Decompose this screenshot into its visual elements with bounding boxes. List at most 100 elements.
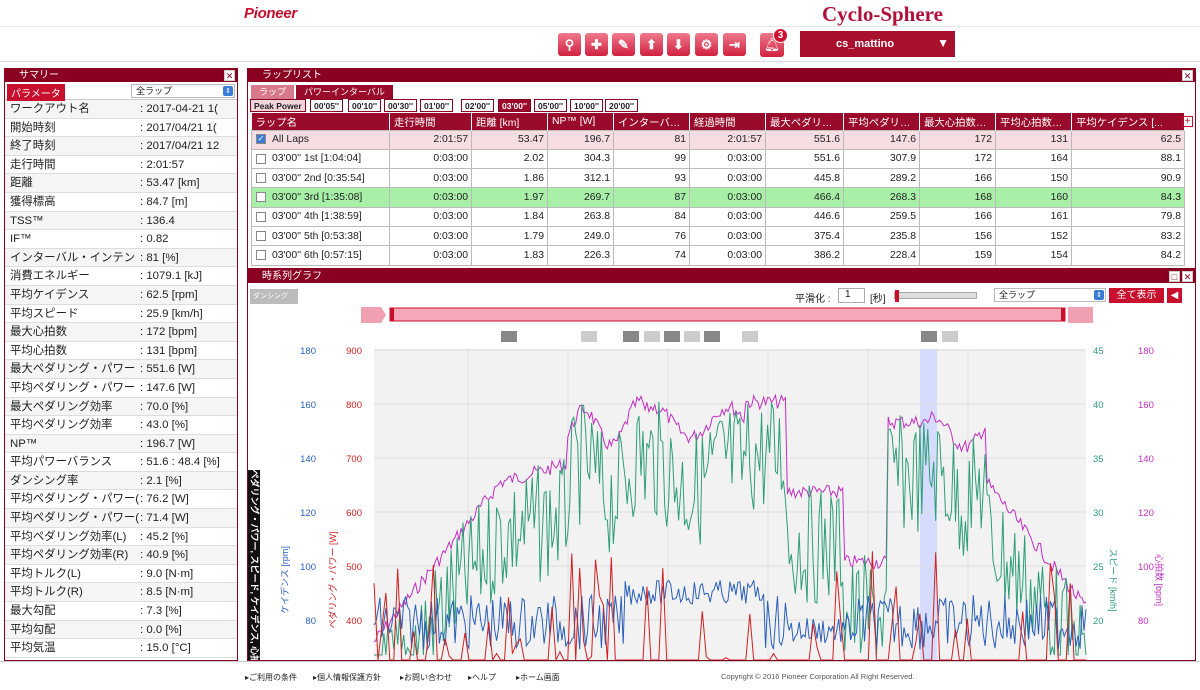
footer-link-privacy[interactable]: ▸個人情報保護方針: [313, 673, 382, 682]
axis-tick: 80: [1138, 616, 1149, 627]
summary-value: : 2.1 [%]: [140, 474, 182, 487]
tab-power-interval[interactable]: パワーインターバル: [296, 85, 393, 99]
summary-value: : 136.4: [140, 214, 175, 227]
column-header[interactable]: ラップ名: [251, 113, 390, 130]
summary-key: 距離: [10, 177, 33, 190]
close-icon[interactable]: ✕: [224, 70, 235, 81]
add-icon[interactable]: ✚: [585, 33, 608, 56]
row-checkbox[interactable]: [256, 172, 266, 183]
summary-value: : 2:01:57: [140, 158, 185, 171]
peak-tab[interactable]: 01'00'': [420, 99, 453, 112]
lap-marker: [704, 331, 720, 342]
lap-name: 03'00'' 3rd [1:35:08]: [272, 192, 363, 204]
column-header[interactable]: NP™ [W]: [547, 113, 614, 130]
lap-name: 03'00'' 6th [0:57:15]: [272, 249, 362, 261]
row-checkbox[interactable]: [256, 230, 266, 241]
table-cell: 131: [995, 129, 1072, 150]
peak-tab[interactable]: 03'00'': [498, 99, 531, 112]
back-arrow-icon[interactable]: ◀: [1167, 288, 1182, 303]
column-header[interactable]: 走行時間: [389, 113, 472, 130]
summary-lap-select[interactable]: 全ラップ ⇕: [131, 84, 235, 98]
param-label: パラメータ: [7, 84, 65, 101]
table-cell: 83.2: [1071, 225, 1185, 247]
smooth-slider[interactable]: [894, 290, 977, 302]
row-checkbox[interactable]: [256, 211, 266, 222]
peak-tab[interactable]: 00'05'': [310, 99, 343, 112]
table-row[interactable]: 03'00'' 1st [1:04:04] 0:03:00 2.02 304.3 99 0…: [251, 148, 1185, 170]
lap-marker: [644, 331, 660, 342]
table-cell: 259.5: [843, 206, 920, 227]
upload-icon[interactable]: ⬆: [640, 33, 663, 56]
footer-link-contact[interactable]: ▸お問い合わせ: [400, 673, 453, 682]
axis-tick: 100: [1138, 562, 1154, 573]
column-header[interactable]: 最大心拍数…: [919, 113, 996, 130]
lap-marker: [623, 331, 639, 342]
peak-tab[interactable]: 00'10'': [348, 99, 381, 112]
summary-key: 最大ペダリング・パワー: [10, 363, 136, 376]
column-header[interactable]: 平均ケイデンス [...: [1071, 113, 1185, 130]
row-checkbox[interactable]: [256, 250, 266, 261]
footer-link-help[interactable]: ▸ヘルプ: [468, 673, 497, 682]
graph-lap-select[interactable]: 全ラップ ⇕: [994, 288, 1106, 302]
app-header: Pioneer Cyclo-Sphere ⚲ ✚ ✎ ⬆ ⬇ ⚙ ⇥ 🔔︎ 3 …: [0, 0, 1200, 62]
dancing-toggle[interactable]: ダンシング: [250, 289, 298, 304]
table-cell: 84.2: [1071, 245, 1185, 266]
table-cell: 269.7: [547, 187, 614, 208]
summary-key: 平均スピード: [10, 307, 79, 320]
column-header[interactable]: 距離 [km]: [471, 113, 548, 130]
column-header[interactable]: 経過時間: [689, 113, 766, 130]
column-header[interactable]: 最大ペダリ…: [765, 113, 844, 130]
peak-tab[interactable]: 05'00'': [534, 99, 567, 112]
summary-value: : 70.0 [%]: [140, 400, 189, 413]
summary-key: 平均ペダリング・パワー: [10, 381, 136, 394]
table-row[interactable]: 03'00'' 6th [0:57:15] 0:03:00 1.83 226.3 74 0…: [251, 245, 1185, 266]
lap-marker: [581, 331, 597, 342]
add-column-icon[interactable]: +: [1182, 116, 1193, 127]
table-cell: 196.7: [547, 129, 614, 150]
row-checkbox[interactable]: [256, 192, 266, 203]
table-cell: 03'00'' 3rd [1:35:08]: [251, 187, 390, 208]
table-cell: 0:03:00: [689, 187, 766, 208]
smooth-input[interactable]: 1: [838, 288, 865, 303]
table-row[interactable]: 03'00'' 3rd [1:35:08] 0:03:00 1.97 269.7 87 0…: [251, 187, 1185, 208]
summary-key: 開始時刻: [10, 121, 56, 134]
table-row[interactable]: 03'00'' 5th [0:53:38] 0:03:00 1.79 249.0 76 0…: [251, 225, 1185, 247]
peak-tab[interactable]: 00'30'': [384, 99, 417, 112]
table-row[interactable]: 03'00'' 4th [1:38:59] 0:03:00 1.84 263.8 84 0…: [251, 206, 1185, 227]
footer-link-home[interactable]: ▸ホーム画面: [516, 673, 560, 682]
close-icon[interactable]: ✕: [1182, 271, 1193, 282]
summary-row: 平均勾配: 0.0 [%]: [5, 620, 237, 640]
table-row[interactable]: 03'00'' 2nd [0:35:54] 0:03:00 1.86 312.1 93 0…: [251, 168, 1185, 189]
peak-tab[interactable]: 10'00'': [570, 99, 603, 112]
gear-icon[interactable]: ⚙: [695, 33, 718, 56]
column-header[interactable]: インターバ…: [613, 113, 690, 130]
logout-icon[interactable]: ⇥: [723, 33, 746, 56]
peak-tab[interactable]: 02'00'': [461, 99, 494, 112]
column-header[interactable]: 平均心拍数…: [995, 113, 1072, 130]
edit-icon[interactable]: ✎: [612, 33, 635, 56]
close-icon[interactable]: ✕: [1182, 70, 1193, 81]
axis-tick: 400: [346, 616, 362, 627]
summary-row: 最大ペダリング効率: 70.0 [%]: [5, 397, 237, 417]
row-checkbox[interactable]: [256, 153, 266, 164]
timeseries-chart[interactable]: 180 160 140 120 100 80 900 800 700 600 500 400 45 40 3…: [248, 305, 1195, 660]
table-cell: 0:03:00: [389, 148, 472, 170]
summary-value: : 81 [%]: [140, 251, 179, 264]
smooth-slider-handle[interactable]: [895, 290, 899, 302]
download-icon[interactable]: ⬇: [667, 33, 690, 56]
footer-link-terms[interactable]: ▸ご利用の条件: [245, 673, 298, 682]
user-menu[interactable]: cs_mattino ▼: [800, 31, 955, 57]
table-row[interactable]: ✓ All Laps 2:01:57 53.47 196.7 81 2:01:57 551.6…: [251, 129, 1185, 150]
row-checkbox[interactable]: ✓: [256, 134, 266, 145]
bike-icon[interactable]: ⚲: [558, 33, 581, 56]
show-all-button[interactable]: 全て表示: [1109, 288, 1164, 303]
summary-row: 平均トルク(L): 9.0 [N·m]: [5, 565, 237, 584]
maximize-icon[interactable]: □: [1169, 271, 1180, 282]
column-header[interactable]: 平均ペダリ…: [843, 113, 920, 130]
summary-value: : 2017-04-21 1(: [140, 103, 218, 115]
lap-marker: [684, 331, 700, 342]
tab-lap[interactable]: ラップ: [251, 85, 295, 99]
vertical-tab[interactable]: ペダリング・パワー, スピード, ケイデンス, 心拍数: [248, 470, 260, 660]
peak-tab[interactable]: 20'00'': [605, 99, 638, 112]
summary-row: 距離: 53.47 [km]: [5, 174, 237, 193]
